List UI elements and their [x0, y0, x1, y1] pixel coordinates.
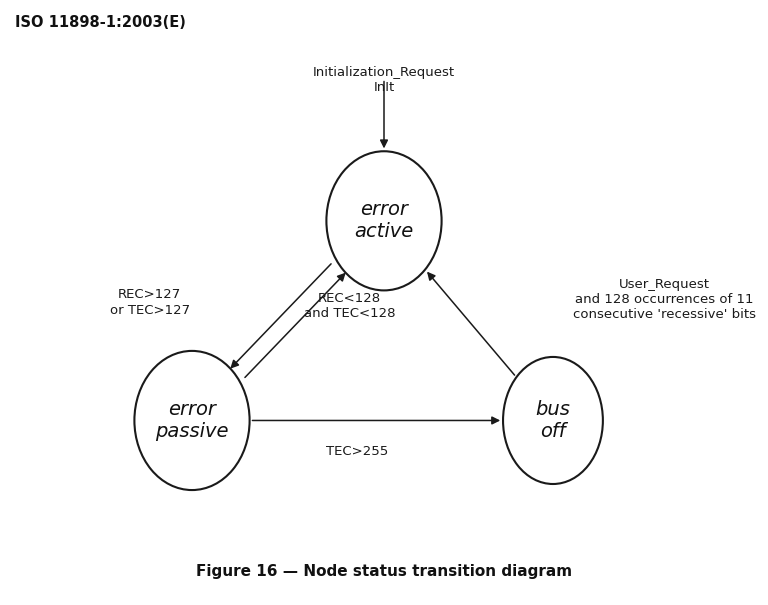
Ellipse shape — [326, 151, 442, 290]
Text: REC<128
and TEC<128: REC<128 and TEC<128 — [303, 292, 396, 319]
Text: TEC>255: TEC>255 — [326, 445, 389, 457]
Text: bus
off: bus off — [535, 400, 571, 441]
Text: REC>127
or TEC>127: REC>127 or TEC>127 — [110, 289, 190, 316]
Text: error
passive: error passive — [155, 400, 229, 441]
Text: ISO 11898-1:2003(E): ISO 11898-1:2003(E) — [15, 15, 186, 30]
Ellipse shape — [503, 357, 603, 484]
Text: Figure 16 — Node status transition diagram: Figure 16 — Node status transition diagr… — [196, 564, 572, 579]
Text: Initialization_Request
InIt: Initialization_Request InIt — [313, 66, 455, 94]
Text: error
active: error active — [354, 200, 414, 241]
Text: User_Request
and 128 occurrences of 11
consecutive 'recessive' bits: User_Request and 128 occurrences of 11 c… — [573, 278, 756, 321]
Ellipse shape — [134, 351, 250, 490]
